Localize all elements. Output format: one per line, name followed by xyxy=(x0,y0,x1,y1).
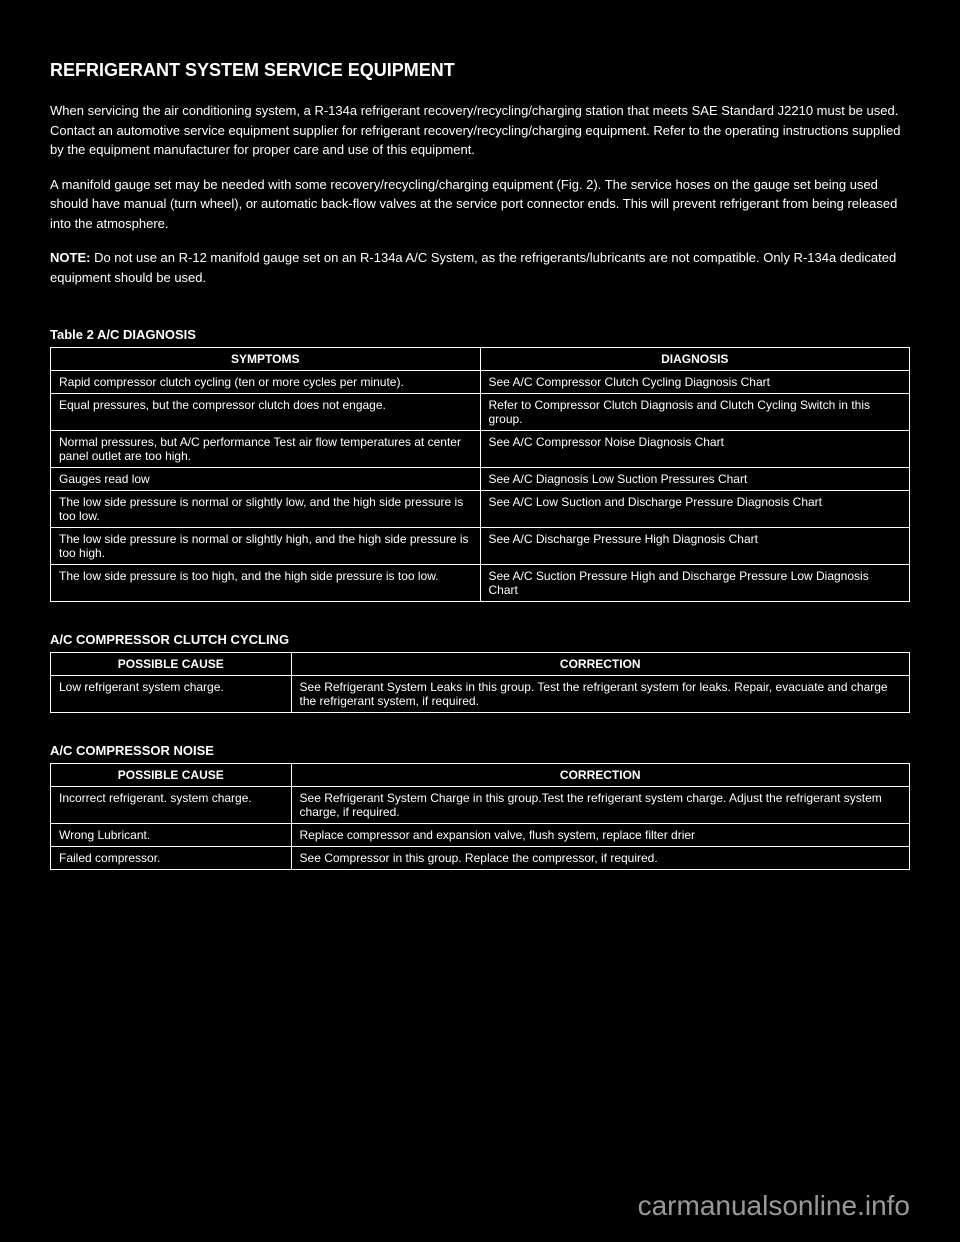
clutch-cycling-table-label: A/C COMPRESSOR CLUTCH CYCLING xyxy=(50,632,910,647)
symptoms-table-label: Table 2 A/C DIAGNOSIS xyxy=(50,327,910,342)
compressor-noise-table-label: A/C COMPRESSOR NOISE xyxy=(50,743,910,758)
cell: Refer to Compressor Clutch Diagnosis and… xyxy=(480,394,910,431)
symptoms-col-header-0: SYMPTOMS xyxy=(51,348,481,371)
paragraph-2: A manifold gauge set may be needed with … xyxy=(50,175,910,234)
paragraph-1: When servicing the air conditioning syst… xyxy=(50,101,910,160)
table-row: Incorrect refrigerant. system charge. Se… xyxy=(51,787,910,824)
symptoms-table-section: Table 2 A/C DIAGNOSIS SYMPTOMS DIAGNOSIS… xyxy=(50,327,910,602)
cell: See A/C Compressor Clutch Cycling Diagno… xyxy=(480,371,910,394)
cell: See Refrigerant System Charge in this gr… xyxy=(291,787,909,824)
cell: See Refrigerant System Leaks in this gro… xyxy=(291,676,909,713)
cell: Replace compressor and expansion valve, … xyxy=(291,824,909,847)
note-text: Do not use an R-12 manifold gauge set on… xyxy=(50,250,896,285)
note-paragraph: NOTE: Do not use an R-12 manifold gauge … xyxy=(50,248,910,287)
cell: See Compressor in this group. Replace th… xyxy=(291,847,909,870)
cell: Equal pressures, but the compressor clut… xyxy=(51,394,481,431)
table-row: Wrong Lubricant. Replace compressor and … xyxy=(51,824,910,847)
cell: See A/C Suction Pressure High and Discha… xyxy=(480,565,910,602)
noise-col-header-1: CORRECTION xyxy=(291,764,909,787)
cell: Gauges read low xyxy=(51,468,481,491)
cell: See A/C Low Suction and Discharge Pressu… xyxy=(480,491,910,528)
clutch-col-header-1: CORRECTION xyxy=(291,653,909,676)
clutch-cycling-table-section: A/C COMPRESSOR CLUTCH CYCLING POSSIBLE C… xyxy=(50,632,910,713)
note-label: NOTE: xyxy=(50,250,90,265)
table-row: The low side pressure is too high, and t… xyxy=(51,565,910,602)
table-row: Gauges read low See A/C Diagnosis Low Su… xyxy=(51,468,910,491)
symptoms-col-header-1: DIAGNOSIS xyxy=(480,348,910,371)
compressor-noise-table-section: A/C COMPRESSOR NOISE POSSIBLE CAUSE CORR… xyxy=(50,743,910,870)
table-row: The low side pressure is normal or sligh… xyxy=(51,528,910,565)
table-row: Equal pressures, but the compressor clut… xyxy=(51,394,910,431)
cell: Low refrigerant system charge. xyxy=(51,676,292,713)
compressor-noise-table: POSSIBLE CAUSE CORRECTION Incorrect refr… xyxy=(50,763,910,870)
cell: Wrong Lubricant. xyxy=(51,824,292,847)
cell: The low side pressure is normal or sligh… xyxy=(51,491,481,528)
cell: See A/C Discharge Pressure High Diagnosi… xyxy=(480,528,910,565)
table-row: Rapid compressor clutch cycling (ten or … xyxy=(51,371,910,394)
table-row: Normal pressures, but A/C performance Te… xyxy=(51,431,910,468)
cell: Normal pressures, but A/C performance Te… xyxy=(51,431,481,468)
cell: The low side pressure is normal or sligh… xyxy=(51,528,481,565)
cell: The low side pressure is too high, and t… xyxy=(51,565,481,602)
clutch-col-header-0: POSSIBLE CAUSE xyxy=(51,653,292,676)
noise-col-header-0: POSSIBLE CAUSE xyxy=(51,764,292,787)
main-heading: REFRIGERANT SYSTEM SERVICE EQUIPMENT xyxy=(50,60,910,81)
cell: Incorrect refrigerant. system charge. xyxy=(51,787,292,824)
table-row: Failed compressor. See Compressor in thi… xyxy=(51,847,910,870)
clutch-cycling-table: POSSIBLE CAUSE CORRECTION Low refrigeran… xyxy=(50,652,910,713)
table-row: The low side pressure is normal or sligh… xyxy=(51,491,910,528)
cell: See A/C Diagnosis Low Suction Pressures … xyxy=(480,468,910,491)
table-row: Low refrigerant system charge. See Refri… xyxy=(51,676,910,713)
symptoms-table: SYMPTOMS DIAGNOSIS Rapid compressor clut… xyxy=(50,347,910,602)
cell: See A/C Compressor Noise Diagnosis Chart xyxy=(480,431,910,468)
watermark-text: carmanualsonline.info xyxy=(638,1190,910,1222)
cell: Rapid compressor clutch cycling (ten or … xyxy=(51,371,481,394)
header-section: REFRIGERANT SYSTEM SERVICE EQUIPMENT Whe… xyxy=(50,60,910,287)
cell: Failed compressor. xyxy=(51,847,292,870)
